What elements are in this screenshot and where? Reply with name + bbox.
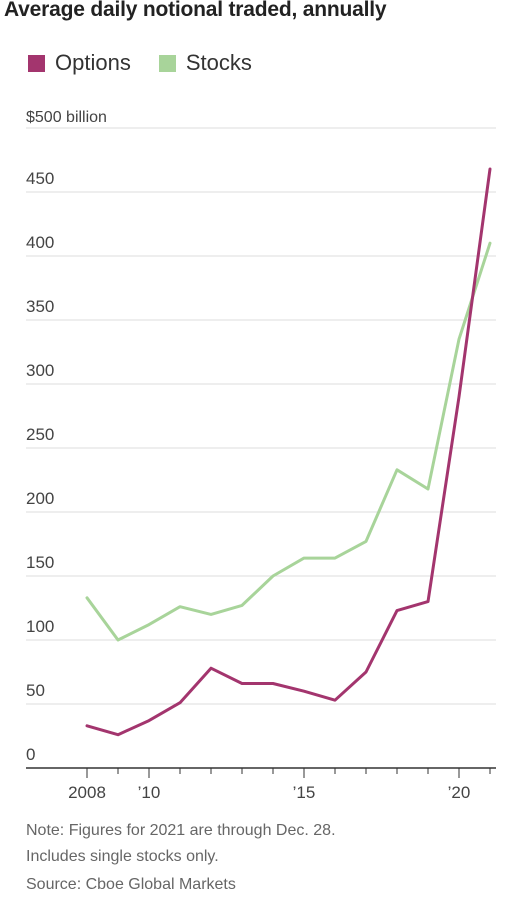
- chart-title: Average daily notional traded, annually: [4, 0, 387, 21]
- y-tick-label: 50: [26, 681, 45, 700]
- x-tick-label: ’10: [138, 783, 161, 802]
- legend-item-stocks: Stocks: [158, 50, 252, 76]
- y-tick-label: 200: [26, 489, 54, 508]
- y-tick-label: 100: [26, 617, 54, 636]
- legend-label-stocks: Stocks: [185, 50, 252, 75]
- y-tick-labels: 450 400 350 300 250 200 150 100 50 0: [26, 169, 54, 764]
- legend-swatch-options: [28, 54, 45, 72]
- x-tick-label: 2008: [68, 783, 106, 802]
- legend-label-options: Options: [55, 50, 131, 75]
- y-unit-label: $500 billion: [26, 109, 107, 126]
- y-tick-label: 0: [26, 745, 35, 764]
- y-tick-label: 150: [26, 553, 54, 572]
- y-tick-label: 400: [26, 233, 54, 252]
- x-tick-label: ’15: [293, 783, 316, 802]
- legend: Options Stocks: [28, 50, 280, 76]
- y-tick-label: 350: [26, 297, 54, 316]
- note-line-2: Includes single stocks only.: [26, 848, 219, 865]
- series-line-stocks: [85, 241, 492, 642]
- y-tick-label: 450: [26, 169, 54, 188]
- x-axis: 2008 ’10 ’15 ’20: [26, 767, 496, 802]
- legend-swatch-stocks: [158, 54, 176, 72]
- source-note: Source: Cboe Global Markets: [26, 876, 236, 893]
- gridlines: [26, 127, 496, 705]
- series-line-options: [85, 167, 492, 737]
- line-chart: $500 billion 450 400 350 300 250 200 150 100 50 0…: [26, 109, 496, 802]
- series-lines: [85, 167, 492, 737]
- x-tick-label: ’20: [448, 783, 471, 802]
- note-line-1: Note: Figures for 2021 are through Dec. …: [26, 822, 336, 839]
- y-tick-label: 300: [26, 361, 54, 380]
- legend-item-options: Options: [28, 50, 131, 76]
- y-tick-label: 250: [26, 425, 54, 444]
